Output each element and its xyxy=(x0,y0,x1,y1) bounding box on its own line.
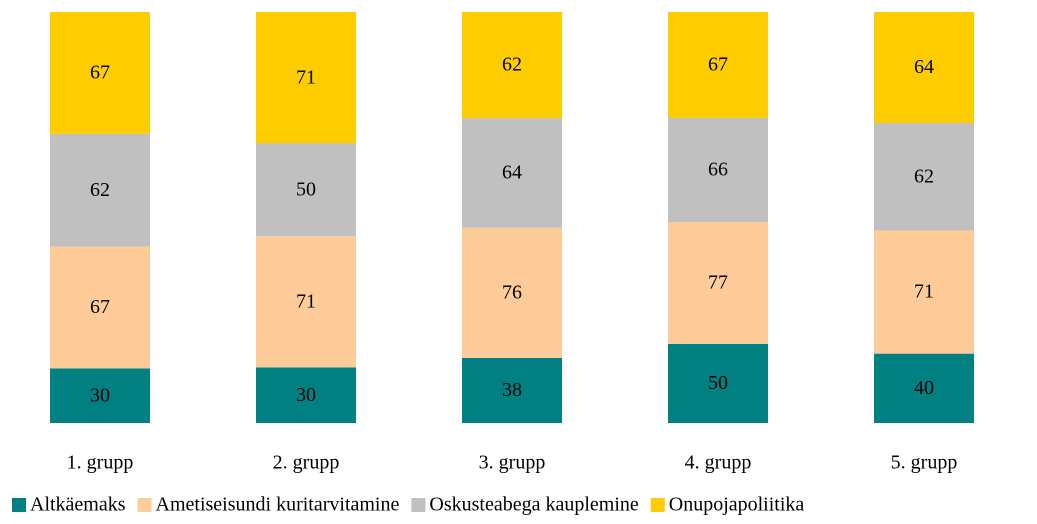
data-label: 50 xyxy=(296,178,316,200)
legend-swatch xyxy=(411,498,426,512)
data-label: 66 xyxy=(708,159,728,181)
x-tick-label: 2. grupp xyxy=(273,452,340,474)
data-label: 64 xyxy=(502,162,522,184)
legend-swatch xyxy=(650,498,665,512)
data-label: 40 xyxy=(914,377,934,399)
data-label: 64 xyxy=(914,56,934,78)
bar-segment xyxy=(874,122,974,231)
bar-segment xyxy=(668,117,768,223)
data-label: 71 xyxy=(914,281,934,303)
bar-segment xyxy=(50,133,150,247)
bar-segment xyxy=(256,143,356,237)
bar-segment xyxy=(874,12,974,123)
bar-segment xyxy=(256,236,356,368)
data-label: 67 xyxy=(708,54,728,76)
bar-segment xyxy=(462,357,562,423)
bar-segment xyxy=(50,368,150,423)
data-label: 62 xyxy=(502,54,522,76)
legend-label: Ametiseisundi kuritarvitamine xyxy=(156,494,400,516)
bar-segment xyxy=(874,353,974,423)
data-label: 77 xyxy=(708,272,728,294)
bar-segment xyxy=(668,12,768,118)
bar-segment xyxy=(462,118,562,228)
x-tick-label: 4. grupp xyxy=(685,452,752,474)
bar-segment xyxy=(668,222,768,344)
bar-segment xyxy=(462,12,562,119)
bar-segment xyxy=(50,246,150,369)
bar-segment xyxy=(874,230,974,354)
data-label: 67 xyxy=(90,62,110,84)
x-tick-label: 1. grupp xyxy=(67,452,134,474)
bar-segment xyxy=(256,12,356,144)
bar-segment xyxy=(462,227,562,358)
bar-segment xyxy=(668,343,768,423)
data-label: 76 xyxy=(502,281,522,303)
legend-swatch xyxy=(137,498,152,512)
legend-label: Oskusteabega kauplemine xyxy=(429,494,638,516)
data-label: 30 xyxy=(90,384,110,406)
data-label: 67 xyxy=(90,296,110,318)
data-label: 62 xyxy=(914,165,934,187)
legend-swatch xyxy=(12,498,26,512)
x-tick-label: 3. grupp xyxy=(479,452,546,474)
bar-segment xyxy=(256,367,356,423)
x-tick-label: 5. grupp xyxy=(891,452,958,474)
data-label: 30 xyxy=(296,384,316,406)
data-label: 50 xyxy=(708,372,728,394)
data-label: 71 xyxy=(296,290,316,312)
bar-segment xyxy=(50,12,150,134)
legend-label: Altkäemaks xyxy=(30,494,126,516)
data-label: 71 xyxy=(296,66,316,88)
legend-label: Onupojapoliitika xyxy=(669,494,805,516)
data-label: 38 xyxy=(502,379,522,401)
data-label: 62 xyxy=(90,179,110,201)
